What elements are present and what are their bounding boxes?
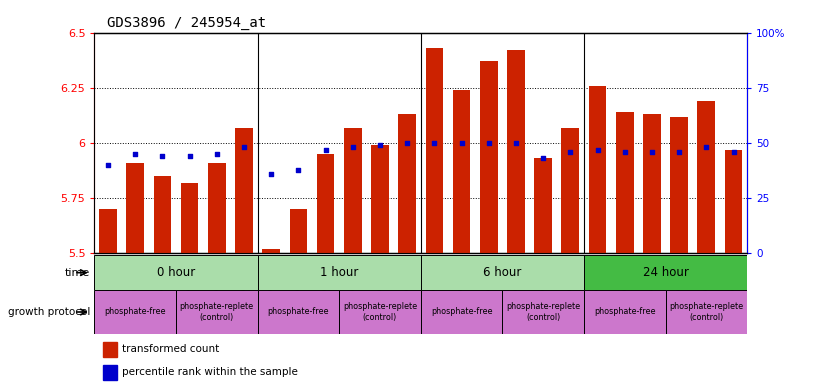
- Bar: [208, 163, 226, 253]
- Bar: [94, 255, 258, 290]
- Point: [564, 149, 577, 155]
- Bar: [589, 86, 607, 253]
- Bar: [616, 112, 634, 253]
- Text: phosphate-replete
(control): phosphate-replete (control): [669, 302, 743, 322]
- Text: phosphate-free: phosphate-free: [268, 308, 329, 316]
- Text: growth protocol: growth protocol: [8, 307, 90, 317]
- Point: [374, 142, 387, 148]
- Bar: [502, 290, 584, 334]
- Point: [237, 144, 250, 151]
- Point: [455, 140, 468, 146]
- Bar: [643, 114, 661, 253]
- Bar: [258, 290, 339, 334]
- Bar: [507, 50, 525, 253]
- Point: [129, 151, 142, 157]
- Text: time: time: [65, 268, 90, 278]
- Point: [319, 147, 333, 153]
- Point: [618, 149, 631, 155]
- Bar: [480, 61, 498, 253]
- Bar: [584, 255, 747, 290]
- Bar: [344, 127, 361, 253]
- Text: percentile rank within the sample: percentile rank within the sample: [122, 367, 297, 377]
- Bar: [339, 290, 421, 334]
- Text: phosphate-free: phosphate-free: [431, 308, 493, 316]
- Bar: [258, 255, 421, 290]
- Point: [183, 153, 196, 159]
- Point: [591, 147, 604, 153]
- Point: [210, 151, 223, 157]
- Point: [645, 149, 658, 155]
- Point: [264, 171, 277, 177]
- Bar: [421, 290, 502, 334]
- Text: phosphate-replete
(control): phosphate-replete (control): [180, 302, 254, 322]
- Bar: [94, 290, 176, 334]
- Bar: [263, 249, 280, 253]
- Text: GDS3896 / 245954_at: GDS3896 / 245954_at: [107, 16, 266, 30]
- Bar: [398, 114, 416, 253]
- Point: [699, 144, 713, 151]
- Bar: [725, 150, 742, 253]
- Bar: [670, 117, 688, 253]
- Point: [482, 140, 495, 146]
- Point: [291, 167, 305, 173]
- Point: [428, 140, 441, 146]
- Bar: [235, 127, 253, 253]
- Text: 0 hour: 0 hour: [157, 266, 195, 279]
- Bar: [126, 163, 144, 253]
- Bar: [452, 90, 470, 253]
- Text: phosphate-free: phosphate-free: [594, 308, 655, 316]
- Text: phosphate-replete
(control): phosphate-replete (control): [343, 302, 417, 322]
- Point: [727, 149, 740, 155]
- Bar: [534, 159, 552, 253]
- Point: [156, 153, 169, 159]
- Point: [346, 144, 360, 151]
- Point: [102, 162, 115, 168]
- Bar: [99, 209, 117, 253]
- Bar: [317, 154, 334, 253]
- Bar: [698, 101, 715, 253]
- Point: [672, 149, 686, 155]
- Bar: [562, 127, 579, 253]
- Bar: [290, 209, 307, 253]
- Text: transformed count: transformed count: [122, 344, 218, 354]
- Point: [401, 140, 414, 146]
- Text: phosphate-free: phosphate-free: [104, 308, 166, 316]
- Bar: [421, 255, 584, 290]
- Text: 1 hour: 1 hour: [320, 266, 358, 279]
- Bar: [371, 145, 389, 253]
- Text: phosphate-replete
(control): phosphate-replete (control): [506, 302, 580, 322]
- Bar: [181, 183, 199, 253]
- Point: [537, 156, 550, 162]
- Bar: [584, 290, 666, 334]
- Bar: [425, 48, 443, 253]
- Bar: [666, 290, 747, 334]
- Point: [509, 140, 522, 146]
- Bar: [154, 176, 172, 253]
- Text: 24 hour: 24 hour: [643, 266, 689, 279]
- Text: 6 hour: 6 hour: [484, 266, 521, 279]
- Bar: [176, 290, 258, 334]
